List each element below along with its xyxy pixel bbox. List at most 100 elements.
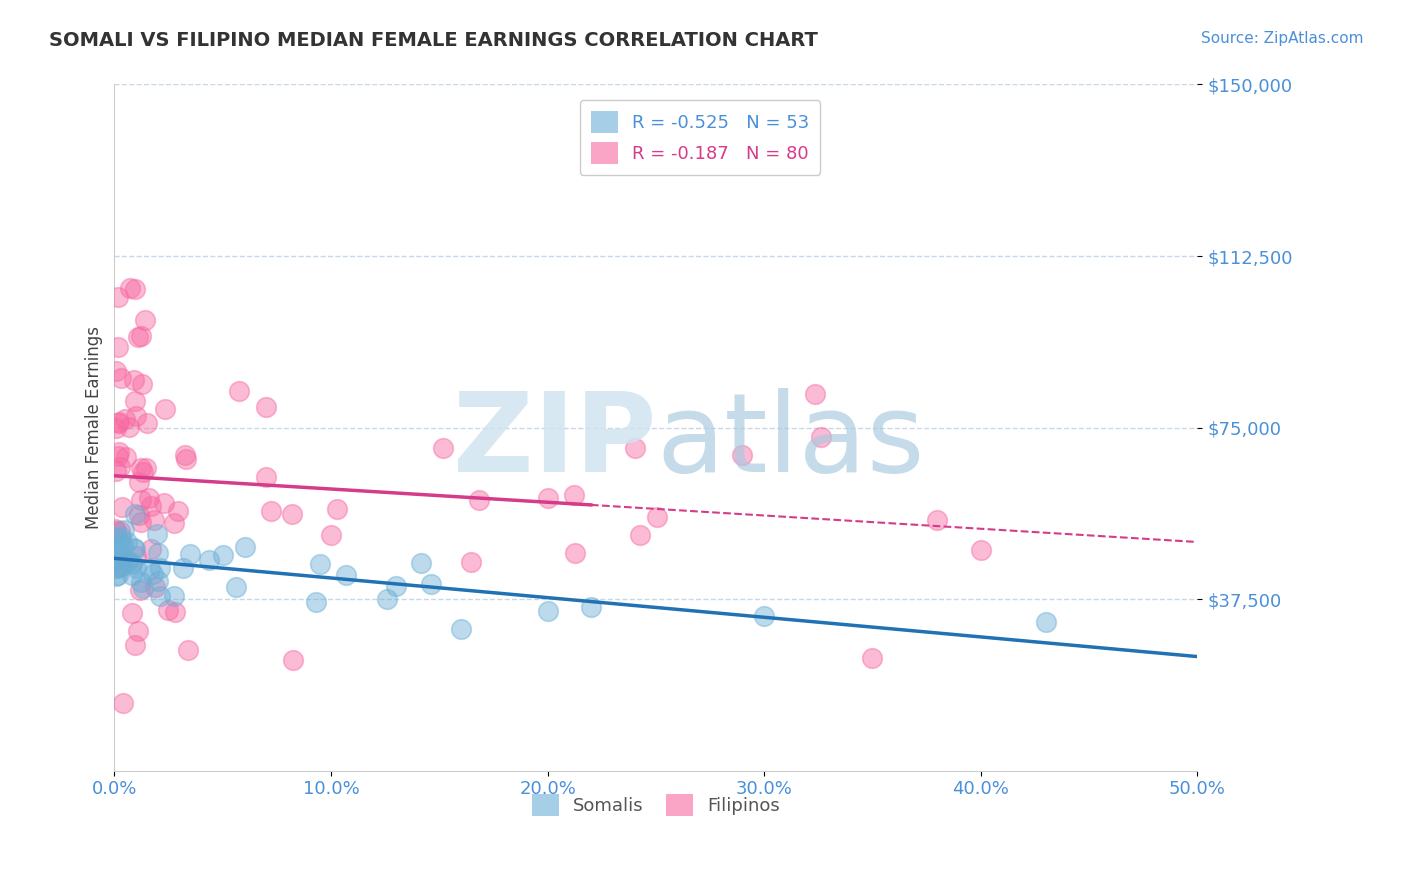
Point [121, 568, 143, 582]
Point [124, 393, 146, 408]
Point [409, 557, 432, 571]
Point [163, 516, 186, 530]
Point [115, 450, 138, 465]
Point [146, 574, 169, 588]
Point [108, 560, 131, 574]
Point [107, 449, 129, 463]
Point [105, 541, 128, 556]
Point [135, 460, 157, 475]
Point [111, 500, 134, 514]
Point [731, 448, 754, 462]
Point [149, 561, 172, 575]
Point [628, 528, 651, 542]
Point [110, 556, 132, 570]
Point [120, 558, 142, 572]
Point [335, 567, 357, 582]
Point [420, 577, 443, 591]
Point [105, 364, 128, 378]
Point [260, 504, 283, 518]
Point [131, 377, 153, 392]
Point [198, 553, 221, 567]
Point [810, 430, 832, 444]
Point [108, 460, 131, 475]
Text: Source: ZipAtlas.com: Source: ZipAtlas.com [1201, 31, 1364, 46]
Point [149, 589, 172, 603]
Text: ZIP: ZIP [453, 388, 655, 495]
Point [107, 568, 129, 582]
Point [110, 371, 132, 385]
Point [283, 653, 305, 667]
Point [115, 534, 138, 549]
Point [124, 638, 146, 652]
Point [124, 542, 146, 557]
Point [536, 604, 558, 618]
Point [110, 535, 132, 549]
Point [132, 581, 155, 595]
Point [141, 541, 163, 556]
Point [129, 515, 152, 529]
Point [110, 530, 132, 544]
Point [174, 452, 197, 467]
Point [121, 557, 143, 571]
Point [225, 580, 247, 594]
Point [111, 696, 134, 710]
Point [107, 415, 129, 429]
Point [165, 605, 187, 619]
Point [146, 527, 169, 541]
Point [254, 470, 277, 484]
Point [163, 590, 186, 604]
Point [118, 420, 141, 434]
Point [104, 569, 127, 583]
Point [125, 409, 148, 424]
Point [104, 463, 127, 477]
Point [233, 540, 256, 554]
Point [143, 580, 166, 594]
Point [647, 510, 669, 524]
Text: SOMALI VS FILIPINO MEDIAN FEMALE EARNINGS CORRELATION CHART: SOMALI VS FILIPINO MEDIAN FEMALE EARNING… [49, 31, 818, 50]
Point [117, 554, 139, 568]
Point [228, 384, 250, 398]
Point [176, 643, 198, 657]
Point [127, 624, 149, 638]
Point [127, 330, 149, 344]
Point [108, 445, 131, 459]
Point [129, 461, 152, 475]
Point [104, 542, 127, 557]
Point [326, 501, 349, 516]
Point [467, 492, 489, 507]
Text: atlas: atlas [655, 388, 924, 495]
Point [107, 416, 129, 430]
Point [120, 281, 142, 295]
Point [167, 504, 190, 518]
Point [125, 561, 148, 575]
Point [124, 508, 146, 522]
Point [754, 609, 776, 624]
Point [107, 290, 129, 304]
Point [135, 416, 157, 430]
Point [1035, 615, 1057, 629]
Point [105, 553, 128, 567]
Point [104, 523, 127, 537]
Point [125, 549, 148, 564]
Point [377, 592, 399, 607]
Point [129, 328, 152, 343]
Point [122, 541, 145, 555]
Point [309, 557, 332, 571]
Point [254, 400, 277, 414]
Point [104, 537, 127, 551]
Point [174, 448, 197, 462]
Point [114, 412, 136, 426]
Point [128, 583, 150, 598]
Point [139, 562, 162, 576]
Point [156, 603, 179, 617]
Point [117, 554, 139, 568]
Point [124, 373, 146, 387]
Point [148, 546, 170, 560]
Point [153, 496, 176, 510]
Point [432, 442, 454, 456]
Point [132, 465, 155, 479]
Point [579, 600, 602, 615]
Point [385, 579, 408, 593]
Point [108, 524, 131, 539]
Point [124, 282, 146, 296]
